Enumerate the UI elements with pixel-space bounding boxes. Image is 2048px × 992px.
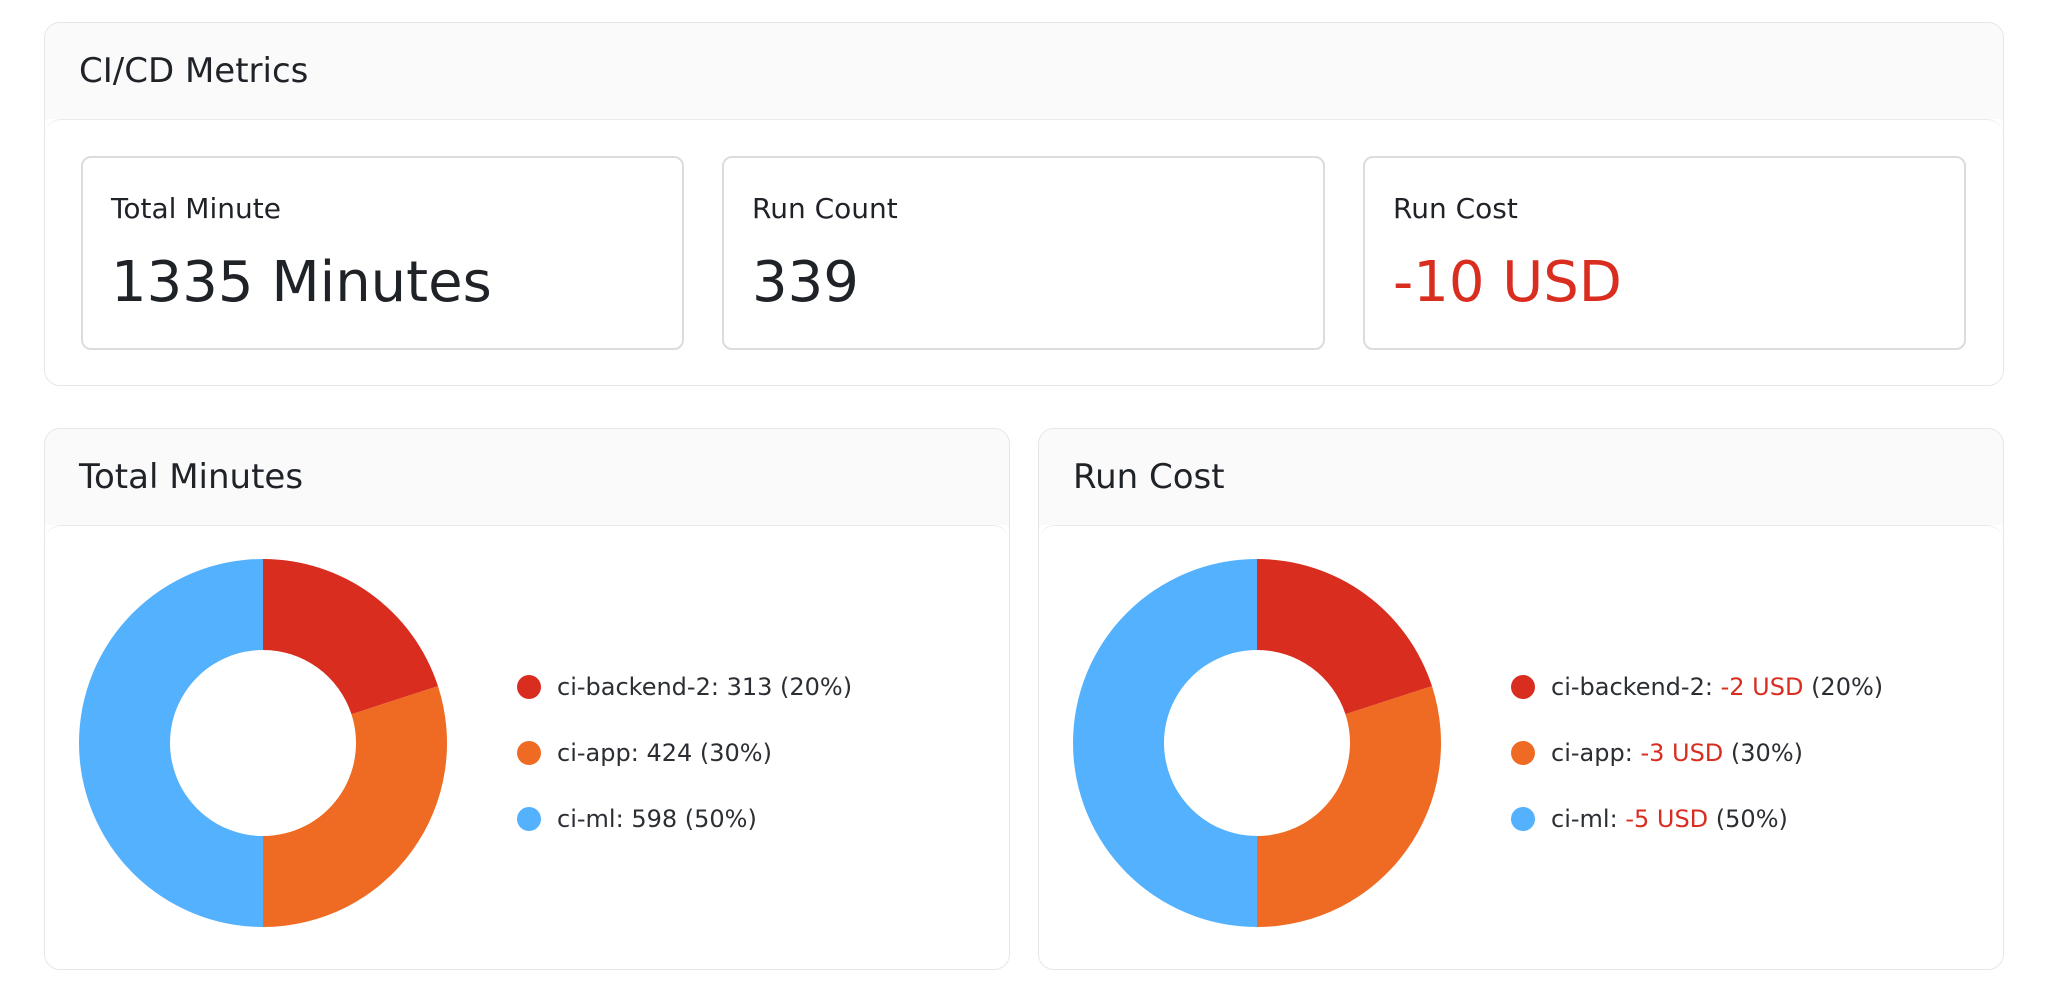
metrics-panel-body: Total Minute 1335 Minutes Run Count 339 … bbox=[45, 119, 2003, 385]
legend-percent: (20%) bbox=[780, 673, 853, 701]
metric-value: -10 USD bbox=[1393, 250, 1622, 315]
legend-percent: (50%) bbox=[1715, 805, 1788, 833]
total-minutes-title: Total Minutes bbox=[79, 457, 304, 497]
donut-slice-ci-backend-2 bbox=[1257, 559, 1432, 715]
legend-item-ci-app: ci-app: -3 USD (30%) bbox=[1511, 720, 1883, 786]
legend-percent: (30%) bbox=[1730, 739, 1803, 767]
legend-dot-ci-backend-2 bbox=[1511, 675, 1535, 699]
legend-name: ci-backend-2 bbox=[557, 673, 711, 701]
run-cost-panel: Run Cost ci-backend-2: -2 USD (20%) ci-a… bbox=[1038, 428, 2004, 970]
legend-separator: : bbox=[1609, 805, 1618, 833]
donut-slice-ci-app bbox=[263, 686, 447, 927]
run-cost-donut-chart bbox=[1073, 559, 1441, 927]
metric-value: 1335 Minutes bbox=[111, 250, 492, 315]
metric-card-run-count: Run Count 339 bbox=[722, 156, 1325, 350]
legend-percent: (20%) bbox=[1811, 673, 1884, 701]
legend-dot-ci-backend-2 bbox=[517, 675, 541, 699]
legend-name: ci-app bbox=[1551, 739, 1625, 767]
run-cost-title: Run Cost bbox=[1073, 457, 1225, 497]
metrics-panel: CI/CD Metrics Total Minute 1335 Minutes … bbox=[44, 22, 2004, 386]
total-minutes-panel: Total Minutes ci-backend-2: 313 (20%) ci… bbox=[44, 428, 1010, 970]
donut-slice-ci-ml bbox=[79, 559, 263, 927]
legend-item-ci-backend-2: ci-backend-2: -2 USD (20%) bbox=[1511, 654, 1883, 720]
donut-slice-ci-backend-2 bbox=[263, 559, 438, 715]
run-cost-header: Run Cost bbox=[1039, 429, 2003, 525]
legend-dot-ci-ml bbox=[517, 807, 541, 831]
legend-value: -5 USD bbox=[1625, 805, 1709, 833]
legend-percent: (50%) bbox=[684, 805, 757, 833]
metric-card-run-cost: Run Cost -10 USD bbox=[1363, 156, 1966, 350]
legend-percent: (30%) bbox=[699, 739, 772, 767]
metric-card-total-minute: Total Minute 1335 Minutes bbox=[81, 156, 684, 350]
legend-item-ci-app: ci-app: 424 (30%) bbox=[517, 720, 852, 786]
legend-dot-ci-app bbox=[517, 741, 541, 765]
legend-dot-ci-app bbox=[1511, 741, 1535, 765]
legend-separator: : bbox=[615, 805, 624, 833]
legend-name: ci-ml bbox=[557, 805, 616, 833]
run-cost-body: ci-backend-2: -2 USD (20%) ci-app: -3 US… bbox=[1039, 525, 2003, 969]
legend-item-ci-ml: ci-ml: 598 (50%) bbox=[517, 786, 852, 852]
metrics-panel-title: CI/CD Metrics bbox=[79, 51, 309, 91]
legend-value: 424 bbox=[646, 739, 693, 767]
metric-value: 339 bbox=[752, 250, 859, 315]
legend-dot-ci-ml bbox=[1511, 807, 1535, 831]
legend-separator: : bbox=[710, 673, 719, 701]
legend-value: -2 USD bbox=[1720, 673, 1804, 701]
legend-separator: : bbox=[1704, 673, 1713, 701]
donut-slice-ci-app bbox=[1257, 686, 1441, 927]
legend-separator: : bbox=[1624, 739, 1633, 767]
metric-label: Run Count bbox=[752, 192, 898, 225]
legend-value: 313 bbox=[726, 673, 773, 701]
metric-label: Total Minute bbox=[111, 192, 281, 225]
legend-separator: : bbox=[630, 739, 639, 767]
donut-slice-ci-ml bbox=[1073, 559, 1257, 927]
metrics-panel-header: CI/CD Metrics bbox=[45, 23, 2003, 119]
total-minutes-body: ci-backend-2: 313 (20%) ci-app: 424 (30%… bbox=[45, 525, 1009, 969]
total-minutes-header: Total Minutes bbox=[45, 429, 1009, 525]
legend-value: -3 USD bbox=[1640, 739, 1724, 767]
legend-name: ci-backend-2 bbox=[1551, 673, 1705, 701]
legend-item-ci-ml: ci-ml: -5 USD (50%) bbox=[1511, 786, 1883, 852]
legend-value: 598 bbox=[631, 805, 678, 833]
legend-name: ci-app bbox=[557, 739, 631, 767]
metric-label: Run Cost bbox=[1393, 192, 1518, 225]
total-minutes-donut-chart bbox=[79, 559, 447, 927]
total-minutes-legend: ci-backend-2: 313 (20%) ci-app: 424 (30%… bbox=[517, 654, 852, 852]
legend-name: ci-ml bbox=[1551, 805, 1610, 833]
run-cost-legend: ci-backend-2: -2 USD (20%) ci-app: -3 US… bbox=[1511, 654, 1883, 852]
legend-item-ci-backend-2: ci-backend-2: 313 (20%) bbox=[517, 654, 852, 720]
